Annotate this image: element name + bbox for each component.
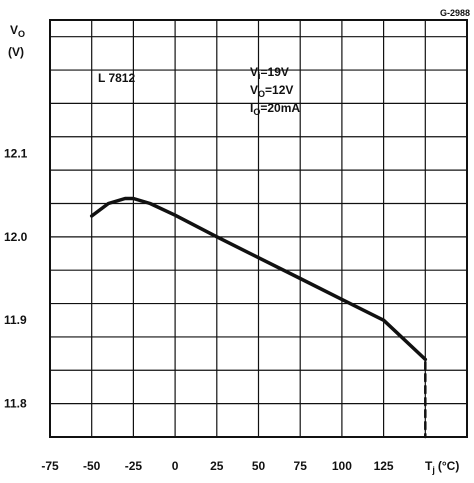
y-tick-labels: 11.8 11.9 12.0 12.1 [4,146,28,410]
x-axis-symbol: T [425,459,433,473]
figure-code: G-2988 [440,8,470,18]
y-tick-label: 11.9 [4,313,27,327]
x-tick-labels: -75 -50 -25 0 25 50 75 100 125 [41,459,394,473]
x-tick-label: 0 [172,459,179,473]
x-axis-subscript: j [431,465,435,475]
y-axis-symbol: V [10,23,18,37]
condition-vi: Vi=19V [250,65,289,81]
x-tick-label: 125 [374,459,394,473]
x-axis-unit: (°C) [438,459,459,473]
y-axis-label: VO [10,23,25,39]
x-tick-label: 75 [294,459,308,473]
x-tick-label: 100 [332,459,352,473]
x-tick-label: -50 [83,459,101,473]
condition-io: IO=20mA [250,101,300,117]
x-tick-label: 25 [210,459,224,473]
y-tick-label: 12.0 [4,230,28,244]
condition-vo: VO=12V [250,83,293,99]
x-tick-label: -75 [41,459,59,473]
y-axis-subscript: O [18,29,25,39]
output-voltage-line [89,196,428,362]
y-axis-unit: (V) [8,45,24,59]
test-conditions: Vi=19V VO=12V IO=20mA [250,65,300,117]
y-tick-label: 11.8 [4,397,27,411]
x-axis-label: Tj (°C) [425,459,459,475]
x-tick-label: -25 [125,459,143,473]
x-tick-label: 50 [252,459,266,473]
y-tick-label: 12.1 [4,146,28,160]
series-group [89,196,428,439]
device-label: L 7812 [98,71,135,85]
dashed-extension-line [382,318,427,439]
plot-frame [49,19,468,438]
grid-lines [49,19,468,438]
